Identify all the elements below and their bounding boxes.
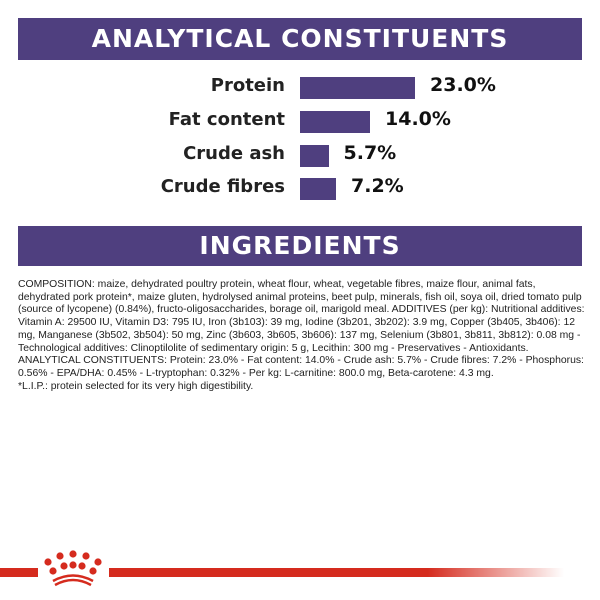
constituent-label: Crude ash (183, 143, 285, 164)
analytical-constituents-banner: ANALYTICAL CONSTITUENTS (18, 18, 582, 60)
constituent-value: 23.0% (430, 74, 496, 96)
footer-line-left (0, 568, 38, 577)
constituent-bar (300, 77, 415, 99)
constituent-row: Protein 23.0% (0, 74, 600, 99)
ingredients-text-block: COMPOSITION: maize, dehydrated poultry p… (18, 279, 590, 393)
constituent-row: Crude ash 5.7% (0, 142, 600, 167)
constituent-row: Crude fibres 7.2% (0, 175, 600, 200)
constituent-bar (300, 178, 336, 200)
footnote-text: *L.I.P.: protein selected for its very h… (18, 380, 254, 392)
footer-line-right (109, 568, 564, 577)
constituent-row: Fat content 14.0% (0, 108, 600, 133)
constituent-bar (300, 145, 329, 167)
royal-canin-crown-icon (44, 550, 102, 587)
constituent-value: 5.7% (343, 142, 397, 164)
ingredients-banner: INGREDIENTS (18, 226, 582, 266)
constituent-label: Crude fibres (160, 176, 285, 197)
constituent-value: 7.2% (351, 175, 404, 197)
constituent-label: Protein (210, 75, 285, 96)
constituent-label: Fat content (168, 109, 285, 130)
constituent-bar (300, 111, 370, 133)
constituent-value: 14.0% (385, 108, 451, 130)
composition-text: COMPOSITION: maize, dehydrated poultry p… (18, 279, 585, 379)
